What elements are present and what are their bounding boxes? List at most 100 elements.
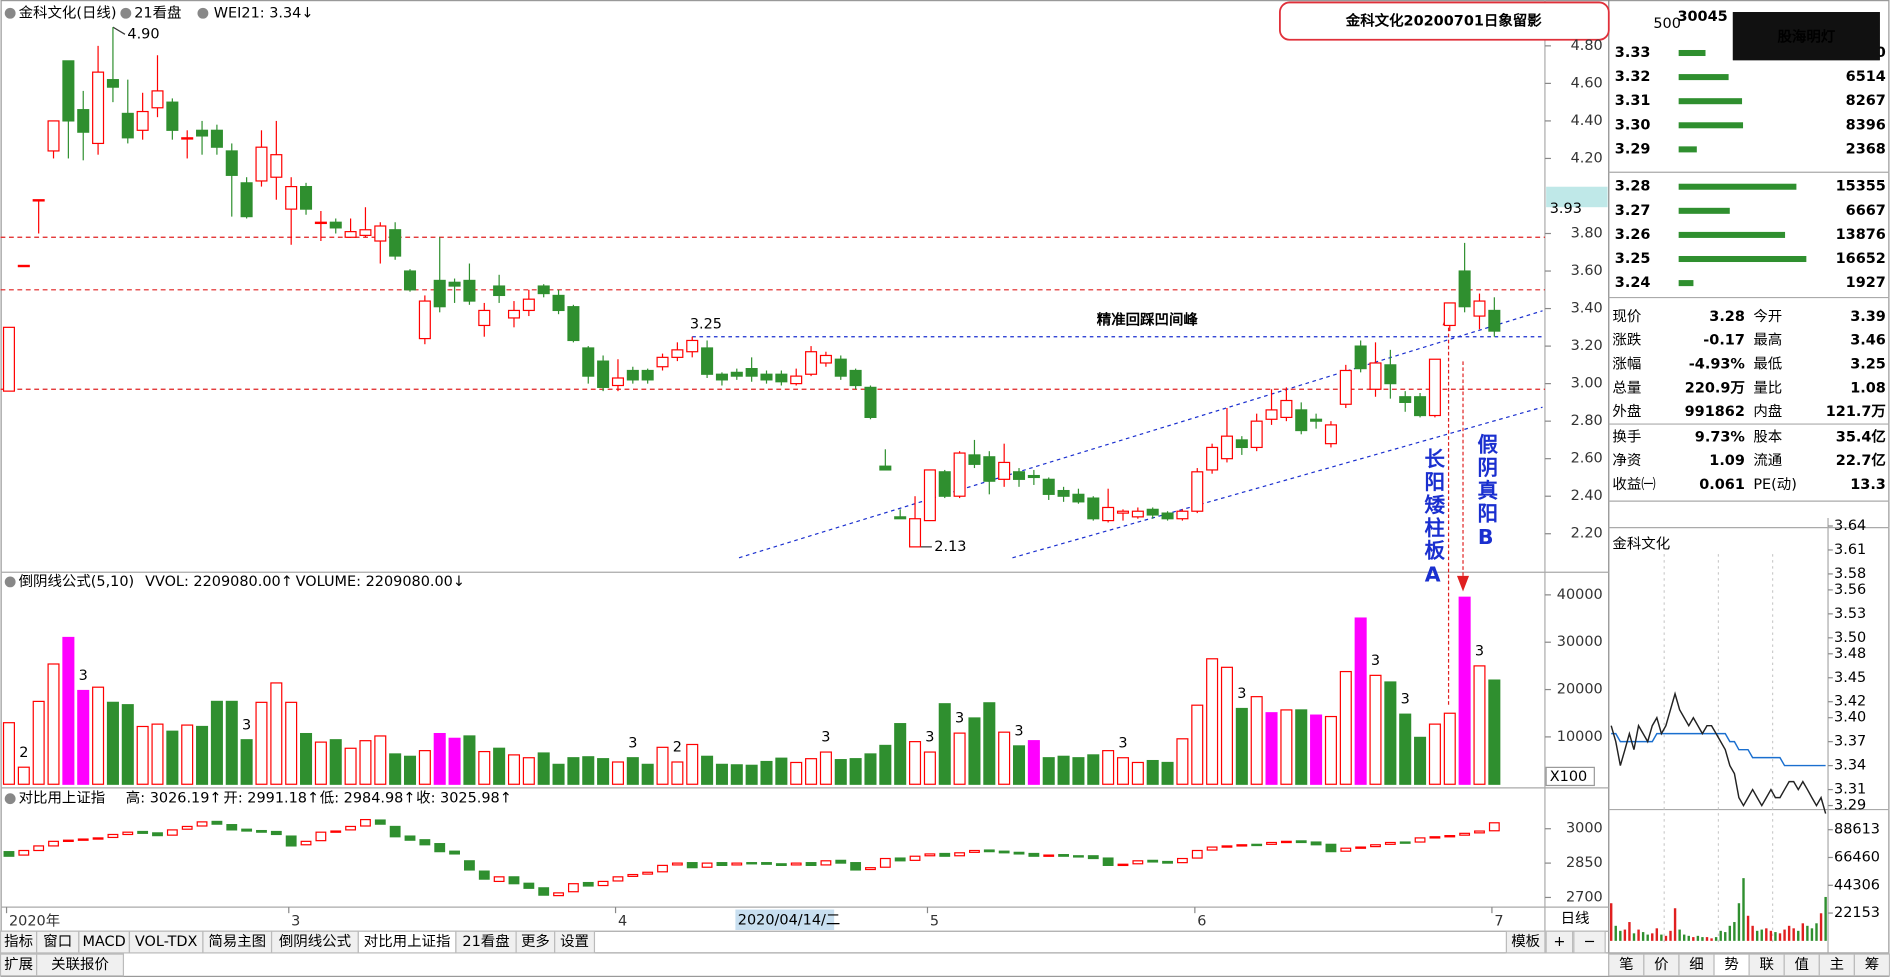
side-tab-label[interactable]: 势 [1724, 956, 1738, 973]
volume-bar [1369, 674, 1382, 785]
tab[interactable] [1505, 930, 1546, 954]
quote-label: 今开 [1753, 308, 1782, 325]
volume-label: VOLUME: 2209080.00↓ [296, 574, 465, 590]
volume-bar [181, 724, 194, 785]
tab-label[interactable]: 窗口 [43, 932, 72, 950]
index-candle [434, 843, 446, 853]
quote-value: 9.73% [1695, 429, 1745, 445]
tab-label[interactable]: 扩展 [4, 956, 33, 973]
volume-title: 倒阴线公式(5,10) [19, 573, 135, 590]
index-candle [122, 831, 134, 836]
volume-bar [493, 747, 506, 785]
index-candle [553, 892, 564, 897]
candle-body [403, 270, 417, 291]
period-label: 日线 [1561, 910, 1590, 927]
candle-body [834, 358, 847, 377]
index-candle [1251, 843, 1263, 847]
volume-mark: 3 [821, 730, 830, 746]
quote-value: 3.46 [1850, 333, 1886, 349]
index-candle [1414, 837, 1426, 843]
intraday-title: 金科文化 [1612, 536, 1670, 553]
book-volume: 6514 [1846, 69, 1886, 85]
index-title: 对比用上证指 [19, 790, 106, 807]
candle-body [240, 182, 253, 218]
trend-line [738, 310, 1543, 559]
candle-body [1161, 512, 1174, 520]
side-tab-label[interactable]: 笔 [1619, 956, 1633, 973]
candle-body [329, 221, 342, 229]
quote-value: 991862 [1685, 404, 1745, 420]
index-candle [478, 870, 490, 880]
volume-bar [641, 763, 654, 785]
tab-label[interactable]: 设置 [560, 933, 589, 950]
y-tick-label: 3.45 [1834, 670, 1866, 686]
tab[interactable] [36, 953, 125, 977]
quote-value: 0.061 [1699, 477, 1745, 493]
tab-label[interactable]: 模板 [1511, 932, 1540, 950]
volume-bar [1458, 596, 1471, 785]
tab-label[interactable]: 更多 [521, 933, 550, 950]
side-tab-label[interactable]: 主 [1830, 956, 1844, 973]
index-candle [1444, 835, 1456, 838]
volume-bar [121, 704, 134, 785]
tab-label[interactable]: MACD [82, 934, 125, 950]
index-candle [879, 857, 891, 868]
tab-label[interactable]: 倒阴线公式 [279, 933, 351, 950]
y-tick-label: 3.40 [1571, 301, 1603, 317]
tab-label[interactable]: 简易主图 [208, 933, 266, 950]
tab-label[interactable]: VOL-TDX [135, 934, 198, 950]
tab-label[interactable]: 关联报价 [51, 956, 109, 973]
volume-bar [894, 723, 907, 785]
side-tab-label[interactable]: 联 [1759, 956, 1773, 973]
side-tab-label[interactable]: 细 [1689, 956, 1703, 973]
side-tab[interactable] [1853, 953, 1890, 977]
candle-body [1324, 424, 1337, 445]
candle-body [1473, 300, 1486, 317]
index-candle [1132, 860, 1144, 865]
tab-label[interactable]: 指标 [4, 933, 33, 950]
index-candle [1429, 836, 1441, 839]
volume-bar [2, 722, 15, 785]
book-volume: 1927 [1846, 275, 1886, 291]
y-tick-label: 4.40 [1571, 113, 1603, 129]
tab-label[interactable]: + [1553, 934, 1565, 950]
side-tab-label[interactable]: 值 [1795, 956, 1809, 973]
unit-label: X100 [1550, 769, 1587, 785]
index-candle [137, 830, 149, 834]
index-candle [1013, 851, 1025, 855]
volume-bar [597, 758, 610, 785]
tab[interactable] [1545, 930, 1574, 954]
side-tab-label[interactable]: 价 [1654, 957, 1668, 973]
index-candle [1488, 822, 1500, 832]
book-bar [1678, 280, 1694, 287]
cursor-date-box [735, 909, 835, 931]
index-candle [92, 837, 104, 840]
index-candle [805, 862, 817, 866]
index-candle [761, 862, 772, 865]
quote-label: 现价 [1612, 309, 1641, 325]
cursor-price: 3.93 [1550, 201, 1582, 217]
side-tab-label[interactable]: 筹 [1865, 956, 1879, 973]
quote-label: 总量 [1612, 379, 1641, 396]
y-tick-label: 3.48 [1834, 646, 1866, 662]
tab[interactable] [554, 930, 596, 954]
tab-label[interactable]: 对比用上证指 [364, 933, 451, 950]
volume-mark: 3 [925, 730, 934, 746]
candle-body [1057, 489, 1070, 497]
tab-label[interactable]: − [1583, 934, 1595, 950]
menu-label: 21看盘 [134, 3, 181, 21]
volume-bar [1027, 740, 1040, 785]
volume-bar [329, 739, 342, 785]
y-tick-label: 2700 [1566, 889, 1603, 905]
y-tick-label: 3.40 [1834, 710, 1866, 726]
candle-body [1458, 270, 1471, 308]
tab-label[interactable]: 21看盘 [462, 932, 509, 950]
index-candle [330, 830, 342, 833]
index-candle [1087, 855, 1099, 860]
tab[interactable] [1573, 930, 1606, 954]
index-candle [1370, 844, 1381, 848]
volume-bar [1488, 679, 1501, 785]
candle-body [983, 456, 996, 482]
candle-body [909, 518, 922, 548]
logo-cover [1732, 12, 1880, 61]
